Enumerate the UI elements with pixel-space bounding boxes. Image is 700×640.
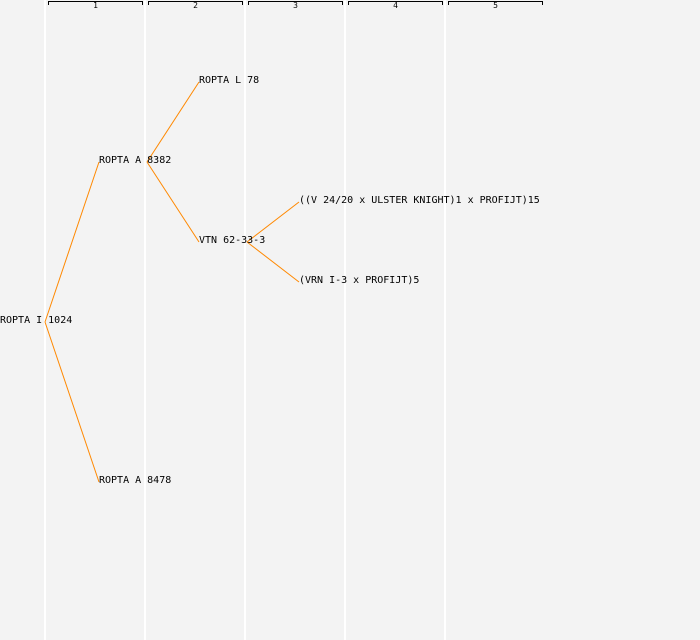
pedigree-node[interactable]: ROPTA A 8478 — [99, 475, 172, 486]
pedigree-node[interactable]: VTN 62-33-3 — [199, 235, 266, 246]
column-bracket — [448, 1, 543, 5]
pedigree-connector — [246, 241, 300, 283]
column-bracket — [48, 1, 143, 5]
pedigree-node[interactable]: ROPTA A 8382 — [99, 155, 172, 166]
pedigree-connector — [146, 161, 200, 243]
column-bracket — [348, 1, 443, 5]
pedigree-connector — [146, 81, 200, 163]
column-number: 1 — [93, 1, 98, 10]
column-number: 5 — [493, 1, 498, 10]
pedigree-node[interactable]: ROPTA L 78 — [199, 75, 260, 86]
column-number: 4 — [393, 1, 398, 10]
pedigree-connector — [246, 201, 300, 243]
column-number: 2 — [193, 1, 198, 10]
pedigree-connector — [44, 161, 100, 323]
pedigree-node[interactable]: (VRN I-3 x PROFIJT)5 — [299, 275, 420, 286]
column-bracket — [148, 1, 243, 5]
column-bracket — [248, 1, 343, 5]
pedigree-node[interactable]: ((V 24/20 x ULSTER KNIGHT)1 x PROFIJT)15 — [299, 195, 540, 206]
pedigree-node[interactable]: ROPTA I 1024 — [0, 315, 73, 326]
column-number: 3 — [293, 1, 298, 10]
pedigree-connector — [44, 321, 100, 483]
